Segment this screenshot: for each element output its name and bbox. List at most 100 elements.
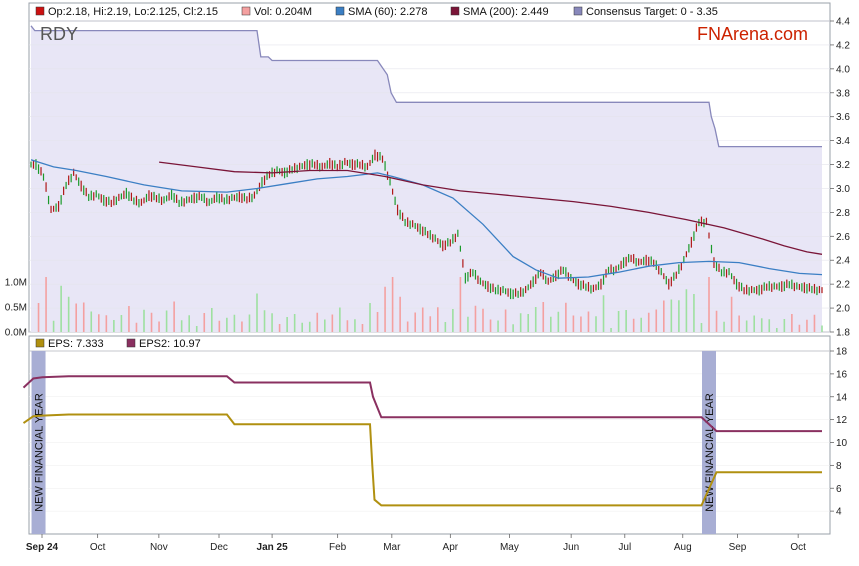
volume-axis-label: 1.0M [5,278,27,289]
volume-bar [188,315,190,332]
volume-bar [572,315,575,332]
sma60-line [30,159,823,279]
volume-bar [595,316,597,332]
volume-bar [278,324,281,332]
volume-bar [113,320,115,332]
volume-bar [444,322,447,332]
volume-axis-label: 0.0M [5,328,27,339]
volume-bar [715,310,718,332]
volume-bar [632,318,635,332]
price-axis-label: 4.0 [836,64,850,75]
volume-bar [723,321,725,332]
eps-axis-label: 14 [836,392,848,403]
x-axis-label: Jun [563,542,579,553]
volume-bar [670,299,673,332]
financial-year-band [702,351,716,534]
volume-bar [550,316,552,332]
volume-bar [98,314,100,332]
eps-axis-label: 10 [836,438,848,449]
volume-bar [308,321,311,332]
volume-bar [798,324,801,332]
legend-sma60: SMA (60): 2.278 [348,6,428,18]
volume-bar [760,318,763,332]
volume-bar [678,300,680,332]
volume-bar [414,312,416,332]
volume-bar [437,307,439,332]
volume-bar [150,312,153,332]
eps2-line [22,375,822,433]
volume-bar [158,321,160,332]
volume-bar [534,307,537,332]
price-axis-label: 3.6 [836,112,850,123]
volume-bar [813,314,816,332]
price-axis-label: 1.8 [836,328,850,339]
volume-bar [429,316,432,332]
eps-axis-label: 16 [836,369,848,380]
x-axis-label: Aug [674,542,692,553]
volume-bar [361,324,364,332]
sma200-line [159,161,823,255]
volume-bar [346,320,349,332]
volume-bar [489,319,492,332]
eps-axis-label: 6 [836,484,842,495]
price-axis-label: 2.4 [836,256,850,267]
x-axis-label: Sep 24 [26,542,59,553]
volume-bar [263,310,266,332]
eps-line [22,413,822,507]
volume-bar [821,325,823,332]
volume-bar [602,295,605,332]
volume-bar [226,317,228,332]
volume-bar [791,314,793,332]
price-axis-label: 4.4 [836,17,850,28]
x-axis-label: Sep [729,542,747,553]
x-axis-label: Jul [618,542,631,553]
price-axis-label: 3.2 [836,160,850,171]
eps-axis-label: 18 [836,347,848,358]
price-legend: Op:2.18, Hi:2.19, Lo:2.125, Cl:2.15 Vol:… [35,6,718,18]
legend-eps: EPS: 7.333 [48,338,104,350]
price-axis-label: 3.8 [836,88,850,99]
volume-bar [693,294,695,332]
volume-axis-label: 0.5M [5,303,27,314]
volume-bar [474,305,477,332]
legend-consensus: Consensus Target: 0 - 3.35 [586,6,718,18]
volume-bar [105,315,108,332]
volume-bar [248,314,251,332]
volume-bar [685,289,688,332]
volume-bar [663,300,665,332]
volume-bar [37,303,40,332]
volume-bar [354,319,356,332]
volume-bar [128,306,130,332]
x-axis-label: Oct [790,542,806,553]
volume-bar [135,322,138,332]
volume-bar [625,310,627,332]
volume-bar [233,314,236,332]
volume-bar [90,311,93,332]
volume-bar [376,312,379,332]
x-axis-label: Feb [329,542,347,553]
legend-swatch-volume [241,6,251,16]
volume-bar [165,310,168,332]
ticker-title: RDY [40,24,78,44]
volume-bar [421,307,424,332]
volume-bar [339,307,341,332]
volume-bar [399,296,401,332]
volume-bar [557,311,560,332]
x-axis-label: May [500,542,519,553]
volume-bar [580,316,582,332]
volume-bar [384,286,386,332]
legend-swatch-sma200 [450,6,460,16]
volume-bar [565,302,567,332]
volume-bar [75,303,77,332]
volume-bar [512,324,514,332]
eps-axis-label: 4 [836,507,842,518]
x-axis-label: Jan 25 [257,542,289,553]
volume-bar [640,317,642,332]
legend-ohlc: Op:2.18, Hi:2.19, Lo:2.125, Cl:2.15 [48,6,218,18]
x-axis-label: Mar [383,542,401,553]
fnarena-watermark: FNArena.com [697,24,808,44]
legend-sma200: SMA (200): 2.449 [463,6,549,18]
volume-bar [783,319,786,332]
price-axis-label: 2.0 [836,304,850,315]
